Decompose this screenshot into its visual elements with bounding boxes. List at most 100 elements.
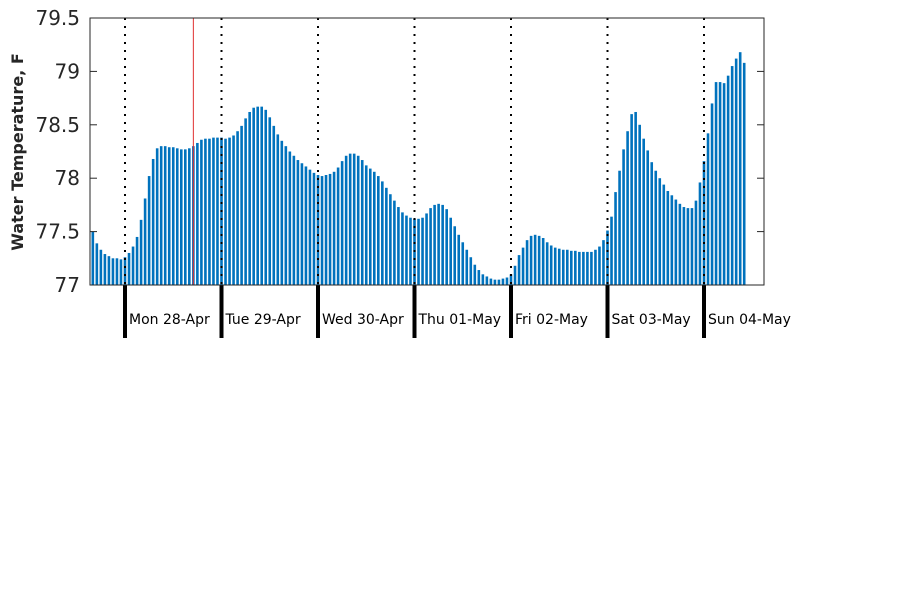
plot-axes	[89, 17, 765, 286]
bar	[726, 75, 730, 285]
bar	[670, 195, 674, 285]
bar	[389, 194, 392, 285]
bar	[127, 252, 131, 285]
bar	[107, 256, 111, 285]
bar	[477, 270, 481, 285]
bar	[570, 250, 573, 285]
bar	[175, 148, 179, 285]
bar	[368, 168, 372, 285]
bar	[650, 162, 654, 285]
bar	[610, 216, 613, 285]
day-label: Sun 04-May	[708, 312, 791, 328]
bar	[155, 148, 159, 285]
bar	[268, 117, 272, 285]
bar	[224, 138, 227, 285]
bar	[417, 218, 420, 285]
bar	[393, 200, 396, 285]
bar	[91, 231, 95, 285]
bar	[372, 171, 376, 285]
bar	[188, 148, 191, 285]
bar	[385, 187, 388, 285]
bar	[264, 109, 268, 285]
bar	[340, 161, 344, 285]
bar	[139, 219, 143, 285]
bar	[622, 149, 625, 285]
bar	[276, 134, 280, 285]
bar	[159, 146, 163, 285]
bar	[461, 242, 465, 285]
bar	[646, 150, 650, 285]
bar	[545, 242, 549, 285]
bar	[212, 137, 215, 285]
bar	[702, 161, 706, 285]
bar	[216, 137, 219, 285]
bar	[99, 249, 103, 285]
bar	[200, 139, 203, 285]
bar	[634, 111, 637, 285]
bar	[344, 155, 348, 285]
bar	[553, 247, 557, 285]
bar	[381, 181, 384, 285]
bar	[437, 203, 440, 285]
bar	[364, 165, 368, 285]
bar	[232, 135, 235, 285]
bar	[698, 182, 702, 285]
y-tick-label: 78	[55, 166, 80, 190]
day-label: Sat 03-May	[612, 312, 691, 328]
bar	[244, 118, 247, 285]
bar	[272, 125, 276, 286]
bar	[292, 155, 296, 285]
bar	[654, 170, 658, 285]
bar	[288, 151, 292, 285]
bar	[469, 257, 473, 285]
bar	[135, 236, 139, 285]
bar	[489, 278, 493, 285]
bar	[433, 204, 436, 285]
bar	[163, 146, 167, 285]
bar	[167, 147, 171, 285]
bar	[236, 131, 239, 285]
bar	[336, 167, 340, 285]
bar	[722, 83, 726, 286]
bar	[578, 251, 581, 285]
bar	[718, 82, 722, 285]
bar	[425, 213, 428, 285]
bar	[300, 163, 304, 285]
bar	[590, 251, 593, 285]
y-tick-labels: 77 77.5 78 78.5 79 79.5	[35, 6, 80, 297]
day-label: Wed 30-Apr	[322, 312, 404, 328]
bar	[586, 251, 589, 285]
bar	[316, 175, 320, 285]
y-tick-label: 78.5	[35, 113, 80, 137]
bar	[557, 248, 561, 285]
bar	[429, 208, 432, 285]
bar	[730, 66, 734, 285]
bar	[594, 249, 597, 285]
bar	[505, 277, 509, 285]
bar	[179, 149, 183, 285]
bar	[304, 166, 308, 285]
bar	[401, 212, 404, 285]
bar	[103, 254, 107, 285]
bar	[710, 103, 714, 285]
day-label: Mon 28-Apr	[129, 312, 210, 328]
y-tick-label: 77.5	[35, 220, 80, 244]
bar	[360, 160, 364, 285]
bar	[119, 259, 123, 285]
bar	[734, 58, 738, 285]
y-tick-label: 77	[55, 273, 80, 297]
bar	[397, 207, 400, 285]
bar	[356, 155, 360, 285]
bar	[252, 107, 255, 286]
bar	[742, 62, 746, 285]
bar	[332, 171, 336, 285]
bar	[324, 175, 328, 285]
bar	[626, 131, 629, 285]
bar	[280, 140, 284, 285]
bar	[602, 240, 605, 285]
bar	[441, 204, 444, 285]
bar	[574, 250, 577, 285]
bar	[642, 138, 645, 285]
bar	[686, 208, 690, 285]
